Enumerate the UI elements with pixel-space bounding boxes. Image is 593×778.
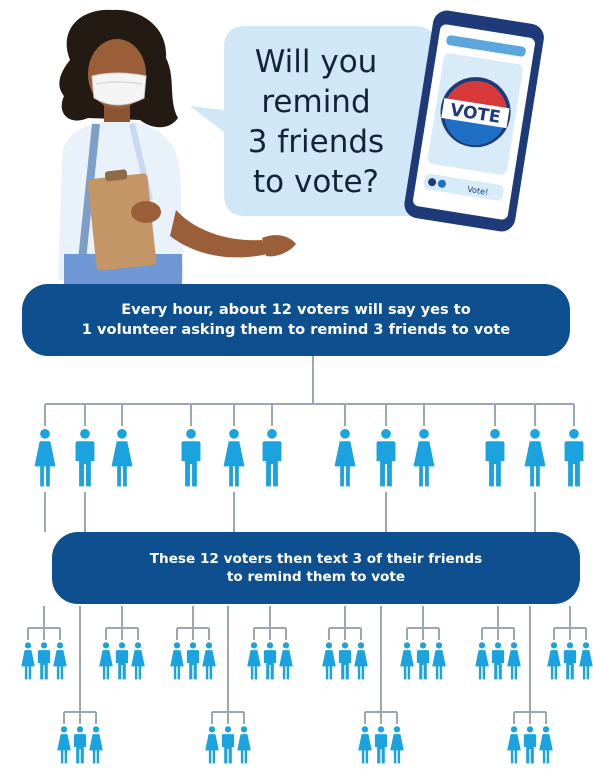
voter-friend-icon <box>73 726 87 764</box>
voter-friend-icon <box>115 642 129 680</box>
speech-bubble-text: Will you remind 3 friends to vote? <box>232 42 400 202</box>
banner-top-line-2: 1 volunteer asking them to remind 3 frie… <box>81 321 511 338</box>
voter-friend-icon <box>390 726 404 764</box>
woman-icon <box>413 429 435 487</box>
voter-friend-icon <box>89 726 103 764</box>
voter-friend-icon <box>547 642 561 680</box>
voter-friend-icon <box>57 726 71 764</box>
banner-middle-line-2: to remind them to vote <box>226 569 406 585</box>
voter-friend-icon <box>221 726 235 764</box>
man-icon <box>564 429 584 487</box>
clipboard-icon <box>87 169 157 271</box>
woman-icon <box>111 429 133 487</box>
voter-friend-icon <box>432 642 446 680</box>
vote-badge-icon: VOTE <box>440 77 511 148</box>
voter-friend-icon <box>279 642 293 680</box>
voter-friend-icon <box>99 642 113 680</box>
bubble-line-2: remind <box>261 84 371 120</box>
voter-friend-icon <box>358 726 372 764</box>
voter-friend-icon <box>579 642 593 680</box>
voter-friend-icon <box>491 642 505 680</box>
voter-friend-icon <box>475 642 489 680</box>
voter-friend-icon <box>53 642 67 680</box>
voter-friend-icon <box>247 642 261 680</box>
tree-connector <box>27 356 587 724</box>
voter-friend-icon <box>186 642 200 680</box>
volunteer-arm <box>170 210 268 258</box>
voter-friend-icon <box>202 642 216 680</box>
woman-icon <box>524 429 546 487</box>
voter-friend-icon <box>400 642 414 680</box>
woman-icon <box>223 429 245 487</box>
voter-friend-icon <box>237 726 251 764</box>
banner-top: Every hour, about 12 voters will say yes… <box>22 284 570 356</box>
voter-friend-icon <box>539 726 553 764</box>
phone-icon: VOTE Vote! <box>404 10 544 232</box>
man-icon <box>485 429 505 487</box>
voter-friend-icon <box>563 642 577 680</box>
speech-bubble <box>190 26 436 216</box>
voter-friend-icon <box>170 642 184 680</box>
banner-middle-line-1: These 12 voters then text 3 of their fri… <box>149 550 483 567</box>
voter-friend-icon <box>507 726 521 764</box>
phone-message: Vote! <box>467 185 489 197</box>
voter-friend-icon <box>263 642 277 680</box>
bubble-line-3: 3 friends <box>247 124 385 160</box>
woman-icon <box>334 429 356 487</box>
voter-friend-icon <box>374 726 388 764</box>
volunteer-illustration <box>58 9 296 284</box>
woman-icon <box>34 429 56 487</box>
banner-middle: These 12 voters then text 3 of their fri… <box>52 532 580 604</box>
voter-friend-icon <box>205 726 219 764</box>
man-icon <box>75 429 95 487</box>
bubble-line-1: Will you <box>254 44 378 80</box>
man-icon <box>376 429 396 487</box>
voter-friend-icon <box>131 642 145 680</box>
voter-friend-icon <box>322 642 336 680</box>
voter-friend-icon <box>338 642 352 680</box>
voter-friend-icon <box>21 642 35 680</box>
voter-friend-icon <box>416 642 430 680</box>
banner-top-line-1: Every hour, about 12 voters will say yes… <box>121 301 471 319</box>
voter-friend-icon <box>37 642 51 680</box>
voter-friend-icon <box>523 726 537 764</box>
voter-friend-icon <box>507 642 521 680</box>
bubble-line-4: to vote? <box>253 164 379 200</box>
man-icon <box>262 429 282 487</box>
man-icon <box>181 429 201 487</box>
voter-friend-icon <box>354 642 368 680</box>
mask-icon <box>91 72 147 106</box>
